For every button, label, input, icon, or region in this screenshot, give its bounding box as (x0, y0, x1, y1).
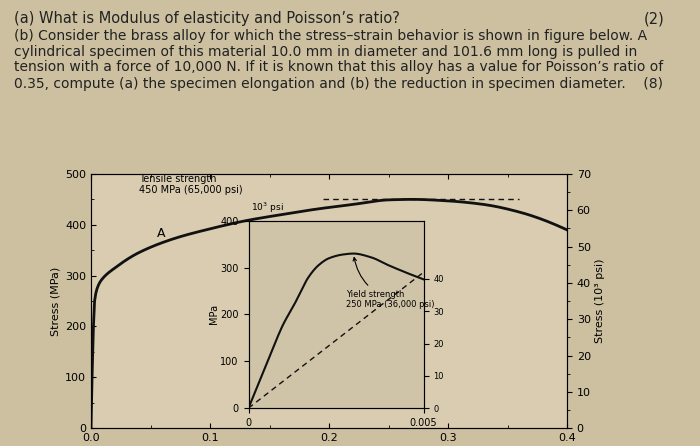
Text: cylindrical specimen of this material 10.0 mm in diameter and 101.6 mm long is p: cylindrical specimen of this material 10… (14, 45, 637, 58)
Text: (2): (2) (644, 11, 665, 26)
Text: (a) What is Modulus of elasticity and Poisson’s ratio?: (a) What is Modulus of elasticity and Po… (14, 11, 400, 26)
Text: (b) Consider the brass alloy for which the stress–strain behavior is shown in fi: (b) Consider the brass alloy for which t… (14, 29, 647, 43)
Y-axis label: MPa: MPa (209, 304, 219, 325)
Y-axis label: Stress (10³ psi): Stress (10³ psi) (595, 259, 605, 343)
Text: $10^3$ psi: $10^3$ psi (251, 201, 284, 215)
Text: Yield strength
250 MPa (36,000 psi): Yield strength 250 MPa (36,000 psi) (346, 257, 435, 310)
Text: tension with a force of 10,000 N. If it is known that this alloy has a value for: tension with a force of 10,000 N. If it … (14, 60, 664, 74)
Text: 0.35, compute (a) the specimen elongation and (b) the reduction in specimen diam: 0.35, compute (a) the specimen elongatio… (14, 77, 663, 91)
Text: Tensile strength
450 MPa (65,000 psi): Tensile strength 450 MPa (65,000 psi) (139, 173, 242, 195)
Y-axis label: Stress (MPa): Stress (MPa) (51, 266, 61, 336)
Text: A: A (156, 227, 165, 240)
